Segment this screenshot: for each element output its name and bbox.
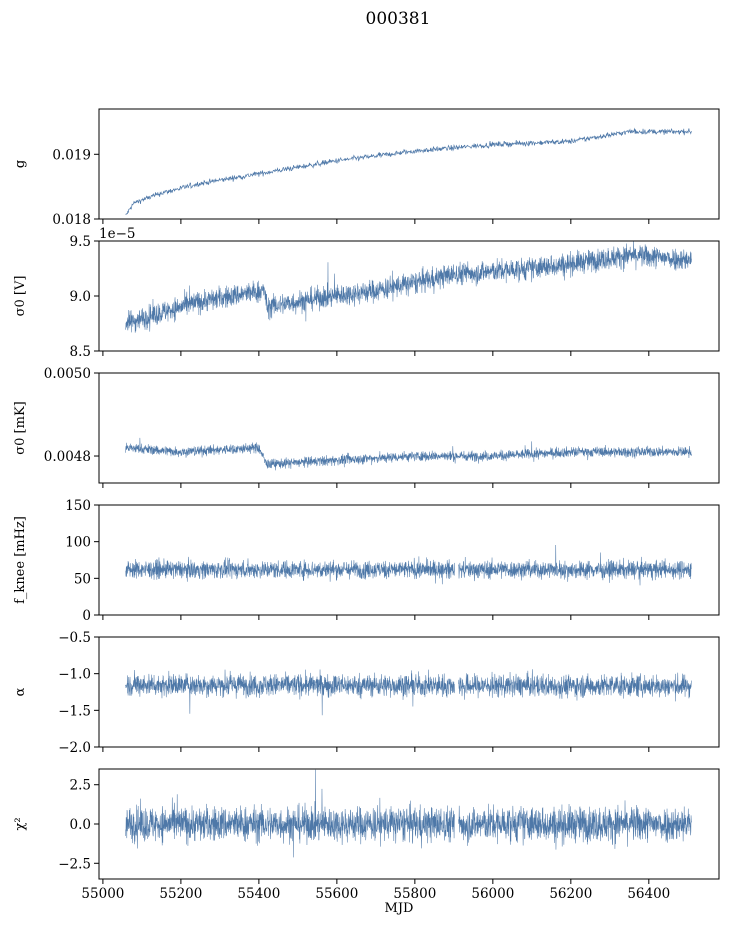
panel-2: 8.5 9.0 9.5 σ0 [V] 1e−5 — [13, 226, 720, 360]
panel-4: 0 50 100 150 f_knee [mHz] — [13, 498, 720, 624]
x-tick-label: 55200 — [159, 886, 202, 902]
y-axis-label: σ0 [V] — [13, 276, 28, 317]
series-line — [125, 556, 455, 585]
y-tick-label: 150 — [65, 498, 91, 514]
y-tick-label: −2.0 — [58, 740, 91, 756]
y-axis-label: α — [13, 687, 28, 696]
panel-5: −2.0 −1.5 −1.0 −0.5 α — [13, 630, 720, 756]
x-tick-label: 56400 — [627, 886, 670, 902]
y-axis-label: χ² — [13, 817, 28, 830]
panel-1: 0.018 0.019 g — [13, 108, 720, 228]
x-tick-label: 56200 — [549, 886, 592, 902]
panel-6: −2.5 0.0 2.5 55000 55200 55400 55600 55800 56000… — [13, 768, 720, 916]
y-tick-label: 0.018 — [52, 212, 91, 228]
y-axis-label: σ0 [mK] — [13, 401, 28, 454]
y-tick-label: −1.0 — [58, 667, 91, 683]
x-tick-label: 56000 — [471, 886, 514, 902]
x-axis-label: MJD — [385, 901, 414, 916]
y-tick-label: 0 — [82, 608, 91, 624]
y-tick-label: 100 — [65, 535, 91, 551]
x-tick-label: 55400 — [237, 886, 280, 902]
axes-frame — [98, 108, 720, 220]
y-tick-label: −2.5 — [58, 856, 91, 872]
y-axis-label: g — [13, 160, 28, 168]
y-axis-label: f_knee [mHz] — [13, 516, 28, 604]
axes-frame — [98, 372, 720, 484]
y-tick-label: 0.0 — [70, 817, 91, 833]
series-line — [125, 669, 455, 716]
y-tick-label: 9.0 — [70, 289, 91, 305]
figure-title: 000381 — [366, 9, 431, 29]
y-tick-label: 8.5 — [70, 344, 91, 360]
offset-label: 1e−5 — [99, 226, 135, 242]
series-line — [458, 545, 692, 586]
y-tick-label: 50 — [74, 571, 91, 587]
series-line — [458, 669, 692, 702]
axes-frame — [98, 636, 720, 748]
y-tick-label: 0.0048 — [44, 449, 91, 465]
series-line — [125, 437, 692, 471]
series-line — [125, 240, 692, 333]
panel-3: 0.0048 0.0050 σ0 [mK] — [13, 366, 720, 488]
series-line — [125, 127, 692, 215]
axes-frame — [98, 504, 720, 616]
x-tick-label: 55600 — [315, 886, 358, 902]
y-tick-label: 0.0050 — [44, 366, 91, 382]
y-tick-label: 2.5 — [70, 778, 91, 794]
y-tick-label: −1.5 — [58, 703, 91, 719]
y-tick-label: −0.5 — [58, 630, 91, 646]
series-line — [458, 800, 692, 850]
y-tick-label: 0.019 — [52, 147, 91, 163]
x-tick-label: 55000 — [81, 886, 124, 902]
x-tick-label: 55800 — [393, 886, 436, 902]
y-tick-label: 9.5 — [70, 234, 91, 250]
series-line — [125, 769, 455, 858]
